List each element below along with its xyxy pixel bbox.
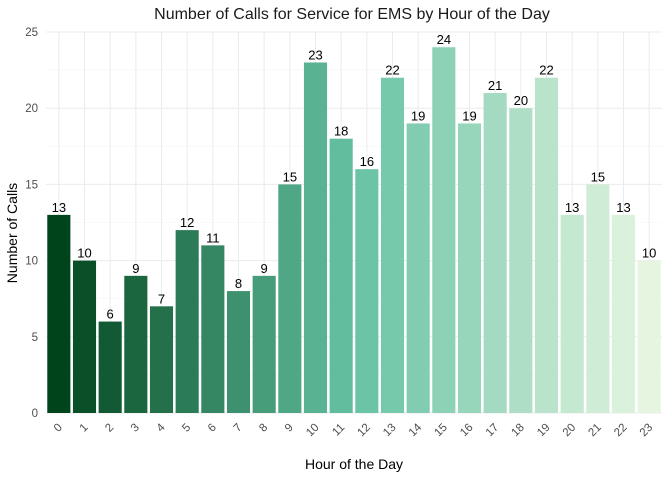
- bar: [303, 62, 328, 413]
- bar: [98, 321, 122, 413]
- chart-title: Number of Calls for Service for EMS by H…: [154, 6, 550, 23]
- bar: [149, 306, 174, 413]
- bar: [47, 214, 71, 413]
- bar-value-label: 11: [206, 230, 220, 245]
- bar-value-label: 13: [616, 200, 630, 215]
- x-tick-label: 2: [103, 422, 116, 435]
- x-tick-label: 16: [458, 422, 476, 440]
- y-tick-label: 25: [25, 27, 38, 39]
- bar-value-label: 6: [107, 307, 114, 322]
- x-tick-label: 8: [257, 422, 270, 435]
- y-axis-ticks: 0 5 10 15 20 25: [25, 27, 38, 420]
- bar-value-label: 20: [514, 93, 528, 108]
- y-axis-title: Number of Calls: [4, 183, 20, 283]
- bar: [329, 138, 353, 413]
- data-labels: 13 10 6 9 7 12 11 8 9 15 23 18 16 22 19 24 19 21 20 22 13 15 1…: [52, 32, 657, 321]
- bar-value-label: 22: [385, 63, 399, 78]
- bar: [406, 123, 430, 413]
- bar-value-label: 23: [308, 47, 322, 62]
- bar-value-label: 12: [180, 215, 194, 230]
- x-tick-label: 0: [52, 422, 65, 435]
- bar-value-label: 19: [411, 108, 425, 123]
- bar: [586, 184, 610, 413]
- x-tick-label: 9: [283, 422, 296, 435]
- bar-value-label: 18: [334, 124, 348, 139]
- bar-value-label: 15: [283, 169, 297, 184]
- bar-value-label: 7: [158, 291, 165, 306]
- bar: [380, 77, 405, 413]
- x-tick-label: 14: [407, 421, 425, 439]
- bar-value-label: 13: [565, 200, 579, 215]
- bar: [201, 245, 225, 413]
- bar: [483, 92, 507, 414]
- bars: [47, 47, 661, 414]
- bar: [611, 214, 636, 413]
- x-axis-title: Hour of the Day: [305, 456, 403, 472]
- bar: [534, 77, 559, 413]
- x-tick-label: 15: [432, 422, 450, 440]
- x-tick-label: 19: [535, 422, 553, 440]
- x-tick-label: 11: [330, 422, 347, 439]
- bar: [226, 291, 251, 413]
- bar-value-label: 8: [235, 276, 242, 291]
- bar-value-label: 24: [437, 32, 451, 47]
- x-axis-ticks: 0 1 2 3 4 5 6 7 8 9 10 11 12 13 14 15 16 17 18 19 20 21 22 23: [52, 421, 655, 439]
- x-tick-label: 21: [586, 422, 604, 440]
- bar-value-label: 15: [591, 169, 605, 184]
- bar-value-label: 10: [77, 246, 91, 261]
- bar-value-label: 19: [462, 108, 476, 123]
- y-tick-label: 10: [25, 256, 38, 268]
- bar-value-label: 9: [132, 261, 139, 276]
- bar-value-label: 13: [52, 200, 66, 215]
- x-tick-label: 23: [638, 422, 656, 440]
- bar: [637, 260, 661, 413]
- x-tick-label: 4: [155, 421, 168, 434]
- x-tick-label: 22: [612, 422, 630, 440]
- x-tick-label: 13: [381, 422, 399, 440]
- bar: [252, 275, 276, 413]
- y-tick-label: 20: [25, 103, 38, 115]
- bar: [175, 230, 199, 413]
- bar: [432, 47, 456, 414]
- x-tick-label: 10: [304, 422, 322, 440]
- y-tick-label: 15: [25, 179, 38, 191]
- bar: [355, 169, 379, 413]
- bar: [509, 108, 533, 413]
- bar: [560, 214, 584, 413]
- x-tick-label: 17: [484, 422, 502, 440]
- y-tick-label: 0: [32, 408, 38, 420]
- x-tick-label: 12: [355, 422, 373, 440]
- bar: [278, 184, 302, 413]
- bar: [124, 275, 148, 413]
- x-tick-label: 20: [561, 422, 579, 440]
- bar-value-label: 9: [261, 261, 268, 276]
- x-tick-label: 7: [232, 422, 245, 435]
- bar-value-label: 10: [642, 246, 656, 261]
- bar-value-label: 21: [488, 78, 502, 93]
- x-tick-label: 5: [180, 422, 193, 435]
- x-tick-label: 18: [509, 422, 527, 440]
- y-tick-label: 5: [32, 332, 38, 344]
- bar: [457, 123, 482, 413]
- bar-value-label: 16: [360, 154, 374, 169]
- x-tick-label: 3: [129, 422, 142, 435]
- x-tick-label: 6: [206, 422, 219, 435]
- x-tick-label: 1: [78, 422, 91, 435]
- bar-value-label: 22: [539, 63, 553, 78]
- bar: [72, 260, 97, 413]
